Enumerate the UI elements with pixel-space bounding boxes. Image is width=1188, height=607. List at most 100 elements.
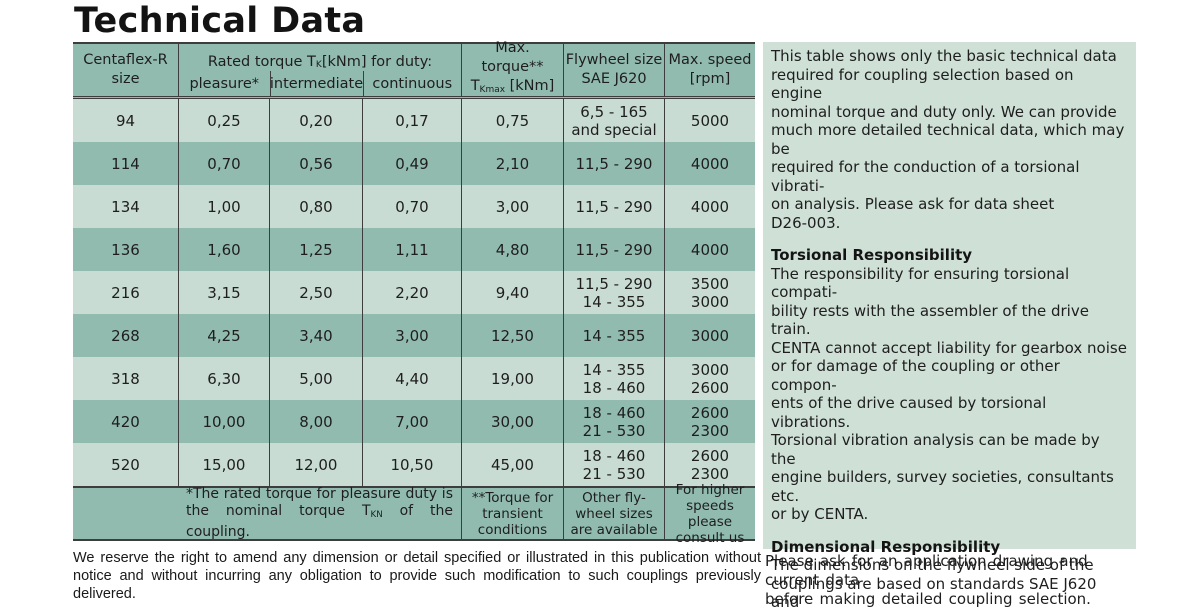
cell-continuous: 2,20 — [362, 271, 461, 314]
cell-pleasure: 6,30 — [178, 357, 269, 400]
cell-intermediate: 0,56 — [269, 142, 362, 185]
dimensional-heading: Dimensional Responsibility — [771, 537, 1001, 556]
footer-speed-note: For higher speeds please consult us — [664, 482, 755, 546]
cell-pleasure: 3,15 — [178, 271, 269, 314]
cell-continuous: 1,11 — [362, 228, 461, 271]
table-row: 268 4,25 3,40 3,00 12,50 14 - 355 3000 — [73, 314, 755, 357]
cell-flywheel: 18 - 460 21 - 530 — [563, 443, 664, 486]
application-drawing-note: Please ask for an application drawing an… — [765, 552, 1091, 607]
cell-max-torque: 45,00 — [461, 443, 563, 486]
cell-continuous: 10,50 — [362, 443, 461, 486]
cell-pleasure: 0,70 — [178, 142, 269, 185]
reservation-disclaimer: We reserve the right to amend any dimens… — [73, 550, 761, 602]
cell-max-torque: 2,10 — [461, 142, 563, 185]
cell-pleasure: 15,00 — [178, 443, 269, 486]
cell-continuous: 3,00 — [362, 314, 461, 357]
header-max-torque: Max. torque** TKmax [kNm] — [461, 40, 563, 96]
cell-intermediate: 3,40 — [269, 314, 362, 357]
table-row: 318 6,30 5,00 4,40 19,00 14 - 355 18 - 460 300… — [73, 357, 755, 400]
cell-intermediate: 12,00 — [269, 443, 362, 486]
pleasure-note-suffix: of the coupling. — [186, 502, 453, 541]
cell-speed: 3500 3000 — [664, 271, 755, 314]
cell-flywheel: 11,5 - 290 — [563, 185, 664, 228]
footer-flywheel-note: Other fly- wheel sizes are available — [563, 488, 664, 539]
cell-size: 114 — [111, 154, 140, 173]
cell-size: 94 — [115, 111, 136, 130]
max-torque-subscript: Kmax — [479, 85, 506, 96]
cell-flywheel: 14 - 355 — [563, 314, 664, 357]
footer-torque-note: **Torque for transient conditions — [461, 488, 563, 539]
cell-speed: 2600 2300 — [664, 400, 755, 443]
cell-intermediate: 8,00 — [269, 400, 362, 443]
pleasure-note-text: *The rated torque for pleasure duty is t… — [186, 486, 453, 541]
table-row: 94 0,25 0,20 0,17 0,75 6,5 - 165 and special 5… — [73, 99, 755, 142]
header-speed: Max. speed [rpm] — [664, 44, 755, 96]
table-footer: *The rated torque for pleasure duty is t… — [73, 482, 755, 546]
cell-size: 318 — [111, 369, 140, 388]
cell-speed: 4000 — [664, 185, 755, 228]
table-row: 520 15,00 12,00 10,50 45,00 18 - 460 21 - 530… — [73, 443, 755, 486]
cell-speed: 2600 2300 — [664, 443, 755, 486]
torsional-heading: Torsional Responsibility — [771, 246, 973, 264]
max-torque-prefix: T — [470, 78, 480, 95]
intro-paragraph: This table shows only the basic technica… — [771, 47, 1125, 232]
dimensional-paragraph: The dimensions on the flywheel side of t… — [771, 556, 1097, 607]
cell-size: 136 — [111, 240, 140, 259]
footer-empty-cell — [73, 488, 178, 539]
cell-speed: 3000 2600 — [664, 357, 755, 400]
cell-size: 268 — [111, 326, 140, 345]
max-torque-suffix: [kNm] — [505, 78, 555, 95]
header-continuous: continuous — [362, 71, 461, 96]
cell-speed: 4000 — [664, 228, 755, 271]
header-size: Centaflex-R size — [83, 52, 168, 87]
table-row: 216 3,15 2,50 2,20 9,40 11,5 - 290 14 - 355 35… — [73, 271, 755, 314]
cell-max-torque: 0,75 — [461, 99, 563, 142]
cell-max-torque: 3,00 — [461, 185, 563, 228]
cell-flywheel: 11,5 - 290 14 - 355 — [563, 271, 664, 314]
cell-intermediate: 0,80 — [269, 185, 362, 228]
cell-continuous: 7,00 — [362, 400, 461, 443]
cell-intermediate: 2,50 — [269, 271, 362, 314]
cell-max-torque: 30,00 — [461, 400, 563, 443]
pleasure-note-prefix: *The rated torque for pleasure duty is t… — [186, 485, 453, 519]
table-row: 114 0,70 0,56 0,49 2,10 11,5 - 290 4000 — [73, 142, 755, 185]
cell-pleasure: 4,25 — [178, 314, 269, 357]
torsional-paragraph: The responsibility for ensuring torsiona… — [771, 264, 1127, 524]
cell-pleasure: 1,60 — [178, 228, 269, 271]
header-intermediate: intermediate — [269, 71, 363, 96]
cell-intermediate: 0,20 — [269, 99, 362, 142]
cell-size: 134 — [111, 197, 140, 216]
table-row: 420 10,00 8,00 7,00 30,00 18 - 460 21 - 530 26… — [73, 400, 755, 443]
cell-size: 216 — [111, 283, 140, 302]
cell-flywheel: 11,5 - 290 — [563, 228, 664, 271]
max-torque-line1: Max. torque** — [481, 40, 544, 76]
cell-max-torque: 9,40 — [461, 271, 563, 314]
cell-speed: 4000 — [664, 142, 755, 185]
cell-flywheel: 14 - 355 18 - 460 — [563, 357, 664, 400]
cell-max-torque: 19,00 — [461, 357, 563, 400]
table-body: 94 0,25 0,20 0,17 0,75 6,5 - 165 and special 5… — [73, 99, 755, 486]
max-torque-line2: TKmax [kNm] — [471, 77, 555, 100]
pleasure-note-subscript: KN — [370, 510, 383, 521]
cell-continuous: 4,40 — [362, 357, 461, 400]
cell-size: 420 — [111, 412, 140, 431]
rated-torque-prefix: Rated torque T — [207, 54, 316, 70]
cell-flywheel: 18 - 460 21 - 530 — [563, 400, 664, 443]
table-row: 134 1,00 0,80 0,70 3,00 11,5 - 290 4000 — [73, 185, 755, 228]
footer-pleasure-note: *The rated torque for pleasure duty is t… — [178, 486, 461, 541]
rated-torque-subscript: K — [315, 60, 322, 70]
cell-size: 520 — [111, 455, 140, 474]
cell-continuous: 0,17 — [362, 99, 461, 142]
header-pleasure: pleasure* — [189, 75, 260, 92]
cell-intermediate: 5,00 — [269, 357, 362, 400]
cell-speed: 5000 — [664, 99, 755, 142]
cell-speed: 3000 — [664, 314, 755, 357]
cell-max-torque: 12,50 — [461, 314, 563, 357]
cell-max-torque: 4,80 — [461, 228, 563, 271]
header-flywheel: Flywheel size SAE J620 — [563, 44, 664, 96]
cell-flywheel: 6,5 - 165 and special — [563, 99, 664, 142]
